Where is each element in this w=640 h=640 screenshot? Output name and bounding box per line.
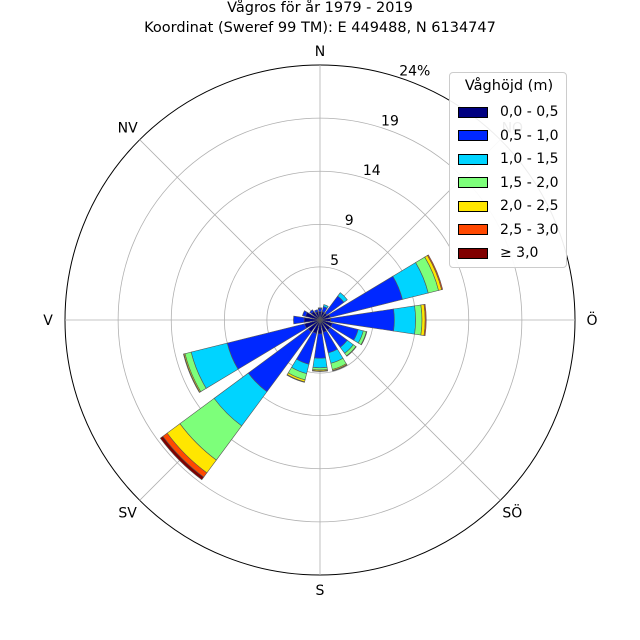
bar-dir-8-bin-5 [312,370,328,372]
bar-dir-10-bin-6 [159,435,205,481]
chart-subtitle: Koordinat (Sweref 99 TM): E 449488, N 61… [144,20,496,36]
direction-label-6: V [43,313,53,329]
direction-label-0: N [315,44,325,60]
bar-dir-5-bin-4 [360,331,368,346]
bar-dir-4-bin-3 [414,304,423,336]
bar-dir-2-bin-2 [337,292,348,303]
grid-spoke-7 [139,139,321,321]
legend-swatch [458,153,488,165]
rose-bars [159,254,444,481]
bar-dir-3-bin-5 [427,254,444,291]
legend-entry-6: ≥ 3,0 [458,244,538,262]
legend-label: 2,5 - 3,0 [500,221,559,238]
bar-dir-4-bin-2 [393,305,416,335]
bar-dir-0-bin-1 [317,308,323,312]
legend-swatch [458,106,488,118]
bar-dir-9-bin-5 [286,374,305,383]
legend-label: 0,0 - 0,5 [500,104,559,120]
radial-tick-label-3: 19 [381,113,399,129]
bar-dir-15-bin-1 [314,309,319,314]
legend-label: 1,5 - 2,0 [500,174,559,191]
bar-dir-13-bin-1 [302,310,308,317]
legend-label: 0,5 - 1,0 [500,127,559,144]
direction-label-7: NV [118,121,138,137]
legend: Våghöjd (m) 0,0 - 0,5 0,5 - 1,0 1,0 - 1,5 1… [449,72,567,268]
legend-entry-2: 1,0 - 1,5 [458,150,558,168]
legend-label: ≥ 3,0 [500,245,539,261]
legend-label: 1,0 - 1,5 [500,151,559,167]
legend-swatch [458,247,488,259]
radial-tick-label-0: 5 [330,253,339,269]
radial-tick-label-4: 24% [399,63,430,79]
legend-swatch [458,130,488,141]
direction-label-2: Ö [586,311,597,329]
legend-title: Våghöjd (m) [464,78,554,94]
bar-dir-8-bin-2 [312,357,328,369]
chart-title: Vågros för år 1979 - 2019 [227,0,413,16]
legend-swatch [458,177,488,188]
bar-dir-6-bin-4 [346,346,357,357]
bar-dir-8-bin-1 [314,333,326,359]
legend-label: 2,0 - 2,5 [500,198,559,214]
legend-entry-4: 2,0 - 2,5 [458,197,558,215]
bar-dir-11-bin-5 [183,353,201,393]
legend-swatch [458,200,488,212]
direction-label-3: SÖ [502,503,522,521]
legend-entry-5: 2,5 - 3,0 [458,221,558,239]
radial-tick-label-1: 9 [345,213,354,229]
legend-entry-0: 0,0 - 0,5 [458,103,558,121]
legend-entry-3: 1,5 - 2,0 [458,174,558,192]
bar-dir-4-bin-5 [423,303,427,337]
bar-dir-14-bin-1 [309,309,315,315]
bar-dir-1-bin-2 [322,304,329,309]
radial-tick-labels: 5 9 14 19 24% [330,63,430,269]
direction-label-5: SV [118,505,137,521]
bar-dir-0-bin-2 [317,307,323,309]
bar-dir-12-bin-1 [293,315,305,325]
legend-entry-1: 0,5 - 1,0 [458,127,558,145]
bar-dir-7-bin-5 [332,364,348,372]
direction-label-4: S [316,583,325,599]
radial-tick-label-2: 14 [363,163,381,179]
legend-swatch [458,224,488,235]
